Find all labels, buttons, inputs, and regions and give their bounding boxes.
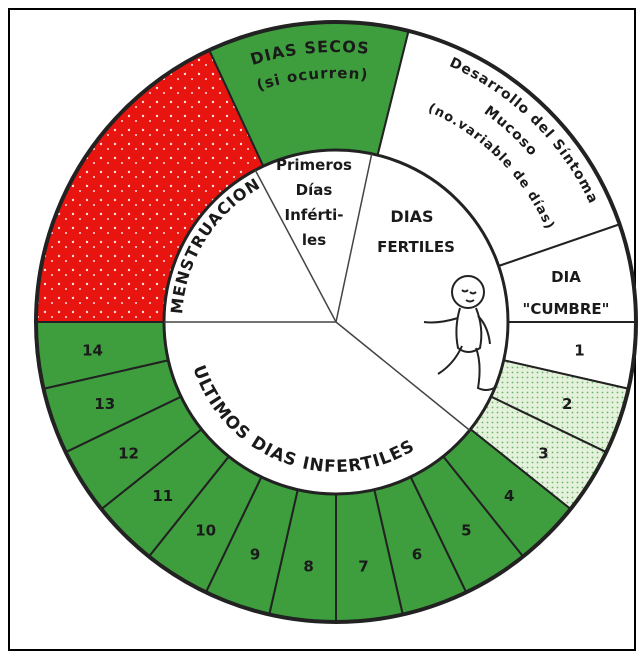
day-label: 6 xyxy=(412,545,422,563)
day-label: 1 xyxy=(574,341,584,359)
wheel-diagram: 1234567891011121314DIAS SECOS(si ocurren… xyxy=(0,0,644,659)
fertile-label: FERTILES xyxy=(377,238,455,256)
day-label: 10 xyxy=(195,521,216,539)
first-infertile-label: Primeros xyxy=(276,156,352,174)
day-label: 3 xyxy=(538,444,548,462)
day-label: 8 xyxy=(303,557,313,575)
day-label: 9 xyxy=(250,545,260,563)
day-label: 13 xyxy=(94,395,115,413)
ring xyxy=(36,22,636,622)
day-label: 11 xyxy=(152,487,173,505)
peak-label: "CUMBRE" xyxy=(523,300,610,318)
day-label: 5 xyxy=(461,521,471,539)
page: 1234567891011121314DIAS SECOS(si ocurren… xyxy=(0,0,644,659)
first-infertile-label: Inférti- xyxy=(285,206,344,224)
day-label: 7 xyxy=(358,557,368,575)
fertile-label: DIAS xyxy=(390,207,433,226)
day-label: 12 xyxy=(118,444,139,462)
first-infertile-label: Días xyxy=(296,181,333,199)
first-infertile-label: les xyxy=(302,231,326,249)
day-label: 14 xyxy=(82,341,103,359)
day-label: 2 xyxy=(562,395,572,413)
day-label: 4 xyxy=(504,487,514,505)
peak-label: DIA xyxy=(551,268,581,286)
